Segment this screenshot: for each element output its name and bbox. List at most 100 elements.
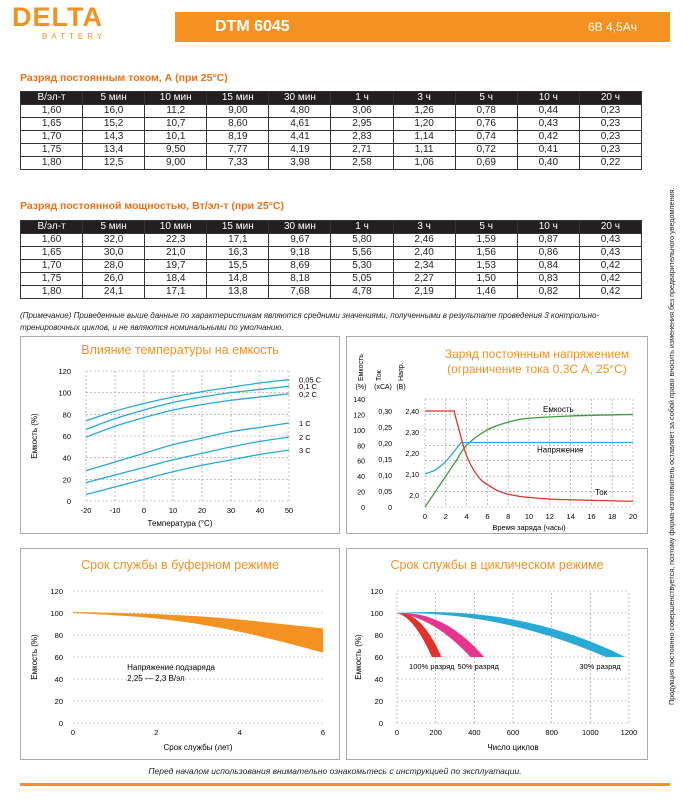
table-cell: 26,0	[82, 272, 146, 286]
table-cell: 1,20	[392, 117, 456, 131]
table-cell: 3,98	[268, 156, 332, 170]
x-axis-label: Срок службы (лет)	[164, 743, 233, 752]
table-cell: 7,33	[206, 156, 270, 170]
table-cell: 0,42	[578, 285, 643, 299]
model-spec: 6В 4,5Ач	[588, 20, 637, 34]
table-cell: 0,76	[454, 117, 518, 131]
voltage-tick-label: 2,0	[409, 493, 419, 500]
x-tick-label: 10	[169, 506, 177, 515]
table-cell: 0,42	[578, 272, 643, 286]
cycle-life-chart-panel: Срок службы в циклическом режиме 0 20 40 60 8…	[346, 548, 648, 760]
table-row: 1,60 16,0 11,2 9,00 4,80 3,06 1,26 0,78 0,44 0,23	[19, 104, 643, 118]
axis-header: Напр.	[398, 362, 405, 381]
charge-chart-panel: Заряд постоянным напряжением (ограничение…	[346, 336, 648, 534]
footer-bar	[20, 783, 670, 786]
footer-note: Перед началом использования внимательно …	[148, 766, 522, 776]
voltage-tick-label: 2,40	[405, 409, 419, 416]
table-cell: 16,0	[82, 104, 146, 118]
capacity-tick-label: 20	[357, 490, 365, 497]
column-header: В/эл-т	[19, 220, 84, 234]
power-table-title: Разряд постоянной мощностью, Вт/эл-т (пр…	[20, 200, 284, 212]
column-header: 20 ч	[578, 91, 643, 105]
table-cell: 17,1	[206, 233, 270, 247]
series-label: Ток	[595, 488, 608, 497]
y-tick-label: 20	[63, 475, 71, 484]
table-cell: 4,78	[330, 285, 394, 299]
column-header: 10 мин	[144, 220, 208, 234]
x-tick-label: 14	[566, 512, 574, 521]
x-tick-label: 50	[285, 506, 293, 515]
table-cell: 3,06	[330, 104, 394, 118]
x-tick-label: -10	[110, 506, 121, 515]
y-tick-label: 100	[58, 389, 71, 398]
axis-header: Ток	[376, 369, 383, 381]
table-cell: 0,43	[578, 233, 643, 247]
y-tick-label: 120	[370, 587, 383, 596]
chart-title: Срок службы в буферном режиме	[81, 558, 279, 572]
series-line	[85, 379, 290, 422]
table-cell: 8,18	[268, 272, 332, 286]
column-header: 1 ч	[330, 220, 394, 234]
table-cell: 1,75	[19, 143, 84, 157]
table-cell: 1,14	[392, 130, 456, 144]
y-tick-label: 40	[55, 675, 63, 684]
x-axis-label: Число циклов	[487, 743, 538, 752]
table-cell: 1,80	[19, 285, 84, 299]
current-tick-label: 0,10	[378, 473, 392, 480]
column-header: 5 ч	[454, 91, 518, 105]
table-cell: 1,56	[454, 246, 518, 260]
table-cell: 0,23	[578, 117, 643, 131]
x-tick-label: 20	[629, 512, 637, 521]
table-cell: 1,70	[19, 130, 84, 144]
series-label: 2 С	[299, 433, 311, 442]
table-cell: 12,5	[82, 156, 146, 170]
table-cell: 32,0	[82, 233, 146, 247]
column-header: 5 мин	[82, 220, 146, 234]
series-line	[85, 393, 290, 438]
table-cell: 0,42	[578, 259, 643, 273]
series-label: 1 С	[299, 419, 311, 428]
table-cell: 7,68	[268, 285, 332, 299]
chart-title: Заряд постоянным напряжением	[445, 347, 629, 361]
x-tick-label: 6	[321, 728, 325, 737]
table-cell: 16,3	[206, 246, 270, 260]
series-label: 3 С	[299, 446, 311, 455]
table-cell: 1,59	[454, 233, 518, 247]
table-cell: 1,60	[19, 104, 84, 118]
table-cell: 2,40	[392, 246, 456, 260]
x-tick-label: 8	[506, 512, 510, 521]
capacity-tick-label: 0	[361, 505, 365, 512]
capacity-tick-label: 40	[357, 474, 365, 481]
table-cell: 0,87	[516, 233, 580, 247]
table-cell: 0,40	[516, 156, 580, 170]
table-cell: 30,0	[82, 246, 146, 260]
table-cell: 14,8	[206, 272, 270, 286]
x-tick-label: 40	[256, 506, 264, 515]
table-row: 1,65 15,2 10,7 8,60 4,61 2,95 1,20 0,76 0,43 0,23	[19, 117, 643, 131]
x-tick-label: 12	[546, 512, 554, 521]
table-row: 1,65 30,0 21,0 16,3 9,18 5,56 2,40 1,56 0,86 0,43	[19, 246, 643, 260]
logo-text: DELTA	[12, 2, 103, 32]
y-tick-label: 100	[370, 609, 383, 618]
table-cell: 9,00	[144, 156, 208, 170]
x-tick-label: 20	[198, 506, 206, 515]
series-line	[85, 422, 290, 472]
voltage-tick-label: 2,20	[405, 451, 419, 458]
table-cell: 5,56	[330, 246, 394, 260]
table-cell: 28,0	[82, 259, 146, 273]
table-cell: 11,2	[144, 104, 208, 118]
float-life-chart-panel: Срок службы в буферном режиме 0 20 40 60 80 10…	[20, 548, 340, 760]
series-label: 50% разряд	[458, 662, 500, 671]
series-line	[85, 385, 290, 431]
x-tick-label: 0	[423, 512, 427, 521]
table-cell: 0,74	[454, 130, 518, 144]
table-cell: 0,86	[516, 246, 580, 260]
table-cell: 5,80	[330, 233, 394, 247]
series-line	[85, 449, 290, 496]
x-tick-label: 16	[587, 512, 595, 521]
capacity-tick-label: 60	[357, 459, 365, 466]
